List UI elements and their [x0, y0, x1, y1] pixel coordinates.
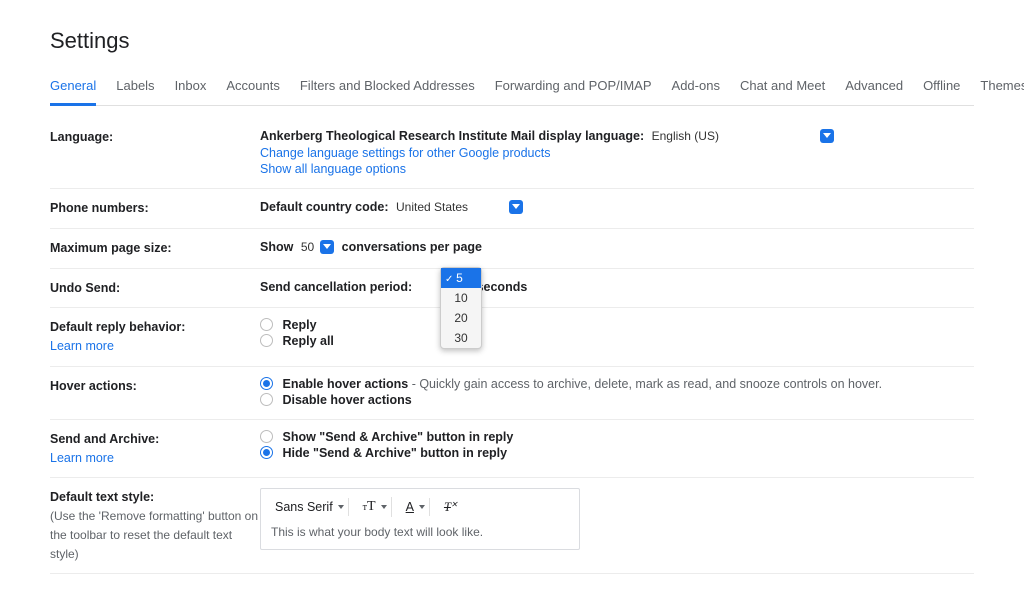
row-language: Language: Ankerberg Theological Research…	[50, 118, 974, 189]
tabs: General Labels Inbox Accounts Filters an…	[50, 72, 974, 106]
phone-country-select[interactable]: United States	[392, 199, 527, 215]
text-style-box: Sans Serif тT A	[260, 488, 580, 550]
label-send-archive: Send and Archive:	[50, 432, 159, 446]
row-hover: Hover actions: Enable hover actions - Qu…	[50, 367, 974, 420]
tab-general[interactable]: General	[50, 72, 96, 106]
radio-icon	[260, 430, 273, 443]
font-family-tool[interactable]: Sans Serif	[271, 498, 349, 516]
remove-formatting-icon: T✕	[444, 500, 458, 515]
language-show-all-link[interactable]: Show all language options	[260, 162, 406, 176]
radio-icon	[260, 393, 273, 406]
label-reply: Default reply behavior:	[50, 320, 185, 334]
language-other-products-link[interactable]: Change language settings for other Googl…	[260, 146, 550, 160]
chevron-down-icon	[509, 200, 523, 214]
phone-field-label: Default country code:	[260, 200, 389, 214]
undo-seconds-dropdown[interactable]: 5 10 20 30	[440, 267, 482, 349]
label-text-style: Default text style:	[50, 490, 154, 504]
undo-option-5[interactable]: 5	[441, 268, 481, 288]
tab-offline[interactable]: Offline	[923, 72, 960, 105]
undo-suffix: seconds	[477, 280, 528, 294]
tab-advanced[interactable]: Advanced	[845, 72, 903, 105]
font-size-tool[interactable]: тT	[359, 497, 392, 517]
text-size-icon: тT	[363, 499, 376, 515]
language-select[interactable]: English (US)	[648, 128, 838, 144]
tab-forwarding[interactable]: Forwarding and POP/IMAP	[495, 72, 652, 105]
label-hover: Hover actions:	[50, 377, 260, 396]
radio-checked-icon	[260, 377, 273, 390]
text-style-sub: (Use the 'Remove formatting' button on t…	[50, 509, 258, 561]
undo-option-20[interactable]: 20	[441, 308, 481, 328]
chevron-down-icon	[338, 505, 344, 509]
radio-checked-icon	[260, 446, 273, 459]
send-archive-option-hide[interactable]: Hide "Send & Archive" button in reply	[260, 446, 974, 460]
send-archive-learn-more-link[interactable]: Learn more	[50, 451, 114, 465]
language-org-label: Ankerberg Theological Research Institute…	[260, 129, 644, 143]
row-pagesize: Maximum page size: Show 50 conversations…	[50, 229, 974, 269]
reply-option-replyall[interactable]: Reply all	[260, 334, 974, 348]
label-undo: Undo Send:	[50, 279, 260, 298]
row-undo: Undo Send: Send cancellation period: sec…	[50, 269, 974, 309]
tab-inbox[interactable]: Inbox	[175, 72, 207, 105]
pagesize-suffix: conversations per page	[342, 240, 482, 254]
tab-labels[interactable]: Labels	[116, 72, 154, 105]
send-archive-option-show[interactable]: Show "Send & Archive" button in reply	[260, 430, 974, 444]
chevron-down-icon	[320, 240, 334, 254]
chevron-down-icon	[820, 129, 834, 143]
font-color-tool[interactable]: A	[402, 498, 430, 516]
label-phone: Phone numbers:	[50, 199, 260, 218]
row-send-archive: Send and Archive: Learn more Show "Send …	[50, 420, 974, 479]
tab-filters[interactable]: Filters and Blocked Addresses	[300, 72, 475, 105]
row-phone: Phone numbers: Default country code: Uni…	[50, 189, 974, 229]
tab-themes[interactable]: Themes	[980, 72, 1024, 105]
page-title: Settings	[50, 28, 974, 54]
pagesize-select[interactable]: 50	[297, 239, 338, 255]
undo-option-30[interactable]: 30	[441, 328, 481, 348]
hover-option-enable[interactable]: Enable hover actions - Quickly gain acce…	[260, 377, 974, 391]
pagesize-prefix: Show	[260, 240, 293, 254]
undo-prefix: Send cancellation period:	[260, 280, 412, 294]
row-reply: Default reply behavior: Learn more Reply…	[50, 308, 974, 367]
row-text-style: Default text style: (Use the 'Remove for…	[50, 478, 974, 574]
hover-option-disable[interactable]: Disable hover actions	[260, 393, 974, 407]
label-language: Language:	[50, 128, 260, 147]
remove-formatting-tool[interactable]: T✕	[440, 498, 462, 517]
radio-icon	[260, 334, 273, 347]
chevron-down-icon	[419, 505, 425, 509]
reply-learn-more-link[interactable]: Learn more	[50, 339, 114, 353]
tab-accounts[interactable]: Accounts	[226, 72, 279, 105]
radio-icon	[260, 318, 273, 331]
reply-option-reply[interactable]: Reply	[260, 318, 974, 332]
chevron-down-icon	[381, 505, 387, 509]
tab-addons[interactable]: Add-ons	[672, 72, 720, 105]
text-style-preview: This is what your body text will look li…	[271, 525, 569, 539]
phone-country-value: United States	[396, 200, 468, 214]
text-style-toolbar: Sans Serif тT A	[271, 497, 569, 525]
tab-chat[interactable]: Chat and Meet	[740, 72, 825, 105]
language-select-value: English (US)	[652, 129, 719, 143]
label-pagesize: Maximum page size:	[50, 239, 260, 258]
pagesize-value: 50	[301, 240, 314, 254]
text-color-icon: A	[406, 500, 414, 514]
undo-option-10[interactable]: 10	[441, 288, 481, 308]
